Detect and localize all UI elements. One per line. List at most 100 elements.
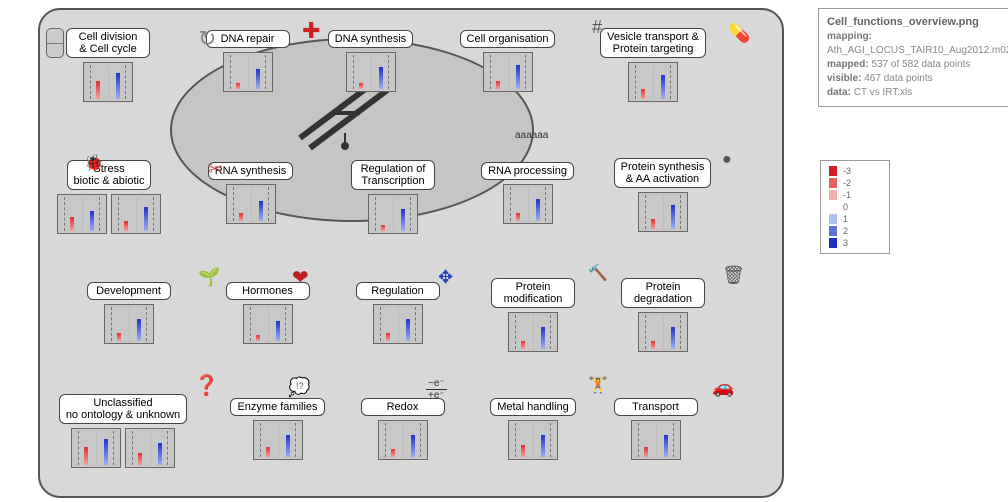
function-label: Transport xyxy=(614,398,698,416)
mini-chart-group xyxy=(220,416,335,460)
function-label: Stressbiotic & abiotic xyxy=(67,160,152,190)
mini-chart xyxy=(226,184,276,224)
mini-chart xyxy=(373,304,423,344)
legend-value: -3 xyxy=(843,166,851,176)
capsule-icon: 💊 xyxy=(728,24,750,42)
function-node-unclassified[interactable]: Unclassifiedno ontology & unknown xyxy=(48,394,198,468)
function-node-protein-mod[interactable]: Proteinmodification xyxy=(478,278,588,352)
legend-value: -1 xyxy=(843,190,851,200)
function-node-hormones[interactable]: Hormones xyxy=(220,282,315,344)
mini-chart xyxy=(368,194,418,234)
speech-text: !? xyxy=(296,382,304,391)
redox-bottom-arrow: +e⁻ xyxy=(426,390,447,401)
bug-icon: 🐞 xyxy=(84,156,104,172)
mini-chart xyxy=(508,312,558,352)
function-label: Cell division& Cell cycle xyxy=(66,28,150,58)
car-icon: 🚗 xyxy=(712,378,734,396)
toggle-control[interactable] xyxy=(46,28,64,58)
function-node-transport[interactable]: Transport xyxy=(608,398,703,460)
info-mapped-value: 537 of 582 data points xyxy=(871,59,970,70)
mini-chart-group xyxy=(350,300,445,344)
mini-chart xyxy=(503,184,553,224)
legend-value: 1 xyxy=(843,214,848,224)
mini-chart xyxy=(346,52,396,92)
mini-chart-group xyxy=(360,416,445,460)
info-mapping-value: Ath_AGI_LOCUS_TAIR10_Aug2012.m02 xyxy=(827,45,1008,56)
function-label: Vesicle transport &Protein targeting xyxy=(600,28,706,58)
mini-chart xyxy=(111,194,161,234)
function-label: Cell organisation xyxy=(460,30,556,48)
legend-row: -3 xyxy=(825,165,885,177)
info-mapping-label: mapping: xyxy=(827,31,872,42)
function-node-regulation[interactable]: Regulation xyxy=(350,282,445,344)
function-label: Regulation xyxy=(356,282,440,300)
function-node-cell-organisation[interactable]: Cell organisation xyxy=(450,30,565,92)
legend-value: 3 xyxy=(843,238,848,248)
mini-chart-group xyxy=(478,308,588,352)
mini-chart-group xyxy=(478,416,588,460)
function-node-metal-handling[interactable]: Metal handling xyxy=(478,398,588,460)
function-node-redox[interactable]: Redox xyxy=(360,398,445,460)
mini-chart xyxy=(638,192,688,232)
mini-chart-group xyxy=(450,48,565,92)
question-icon: ❓ xyxy=(194,376,219,396)
info-data-label: data: xyxy=(827,87,851,98)
mini-chart-group xyxy=(54,190,164,234)
legend-value: 2 xyxy=(843,226,848,236)
mini-chart xyxy=(628,62,678,102)
mini-chart-group xyxy=(76,300,181,344)
mini-chart xyxy=(378,420,428,460)
mini-chart xyxy=(253,420,303,460)
redox-electron-arrows: −e⁻ +e⁻ xyxy=(426,378,447,401)
hammer-icon: 🔨 xyxy=(588,266,608,282)
legend-swatch xyxy=(829,226,837,236)
mini-chart xyxy=(71,428,121,468)
function-node-protein-deg[interactable]: Proteindegradation xyxy=(608,278,718,352)
function-label: Proteinmodification xyxy=(491,278,575,308)
function-label: Unclassifiedno ontology & unknown xyxy=(59,394,187,424)
legend-row: 2 xyxy=(825,225,885,237)
info-visible-value: 467 data points xyxy=(864,73,932,84)
legend-value: -2 xyxy=(843,178,851,188)
mini-chart-group xyxy=(608,308,718,352)
info-title: Cell_functions_overview.png xyxy=(827,15,1007,30)
mini-chart xyxy=(508,420,558,460)
mini-chart-group xyxy=(608,416,703,460)
function-node-protein-synthesis[interactable]: Protein synthesis& AA activation xyxy=(600,158,725,232)
legend-row: 1 xyxy=(825,213,885,225)
function-node-development[interactable]: Development xyxy=(76,282,181,344)
legend-row: -1 xyxy=(825,189,885,201)
mini-chart-group xyxy=(200,48,295,92)
function-node-enzyme-families[interactable]: Enzyme families xyxy=(220,398,335,460)
function-node-dna-synthesis[interactable]: DNA synthesis xyxy=(318,30,423,92)
knife-icon: ✂ xyxy=(208,160,223,178)
function-node-rna-processing[interactable]: RNA processing xyxy=(470,162,585,224)
mini-chart-group xyxy=(600,188,725,232)
mini-chart-group xyxy=(588,58,718,102)
legend-row: 0 xyxy=(825,201,885,213)
function-node-vesicle-transport[interactable]: Vesicle transport &Protein targeting xyxy=(588,28,718,102)
legend-swatch xyxy=(829,202,837,212)
info-visible-label: visible: xyxy=(827,73,861,84)
heart-icon: ❤ xyxy=(292,268,309,288)
legend-swatch xyxy=(829,166,837,176)
red-cross-icon: ✚ xyxy=(302,20,320,42)
hash-icon: # xyxy=(592,18,602,36)
function-label: Development xyxy=(87,282,171,300)
info-mapped-label: mapped: xyxy=(827,59,869,70)
bin-icon: 🗑 xyxy=(722,266,745,284)
info-box: Cell_functions_overview.png mapping: Ath… xyxy=(818,8,1008,107)
function-node-stress[interactable]: Stressbiotic & abiotic xyxy=(54,160,164,234)
mini-chart xyxy=(631,420,681,460)
mini-chart xyxy=(57,194,107,234)
color-scale-legend: -3 -2 -101 2 3 xyxy=(820,160,890,254)
mini-chart-group xyxy=(338,190,448,234)
move-icon: ✥ xyxy=(438,268,453,286)
function-node-cell-division[interactable]: Cell division& Cell cycle xyxy=(58,28,158,102)
function-label: Regulation ofTranscription xyxy=(351,160,435,190)
function-label: RNA processing xyxy=(481,162,574,180)
info-data-value: CT vs IRT.xls xyxy=(854,87,913,98)
function-node-reg-transcription[interactable]: Regulation ofTranscription xyxy=(338,160,448,234)
mini-chart-group xyxy=(198,180,303,224)
function-label: Proteindegradation xyxy=(621,278,705,308)
